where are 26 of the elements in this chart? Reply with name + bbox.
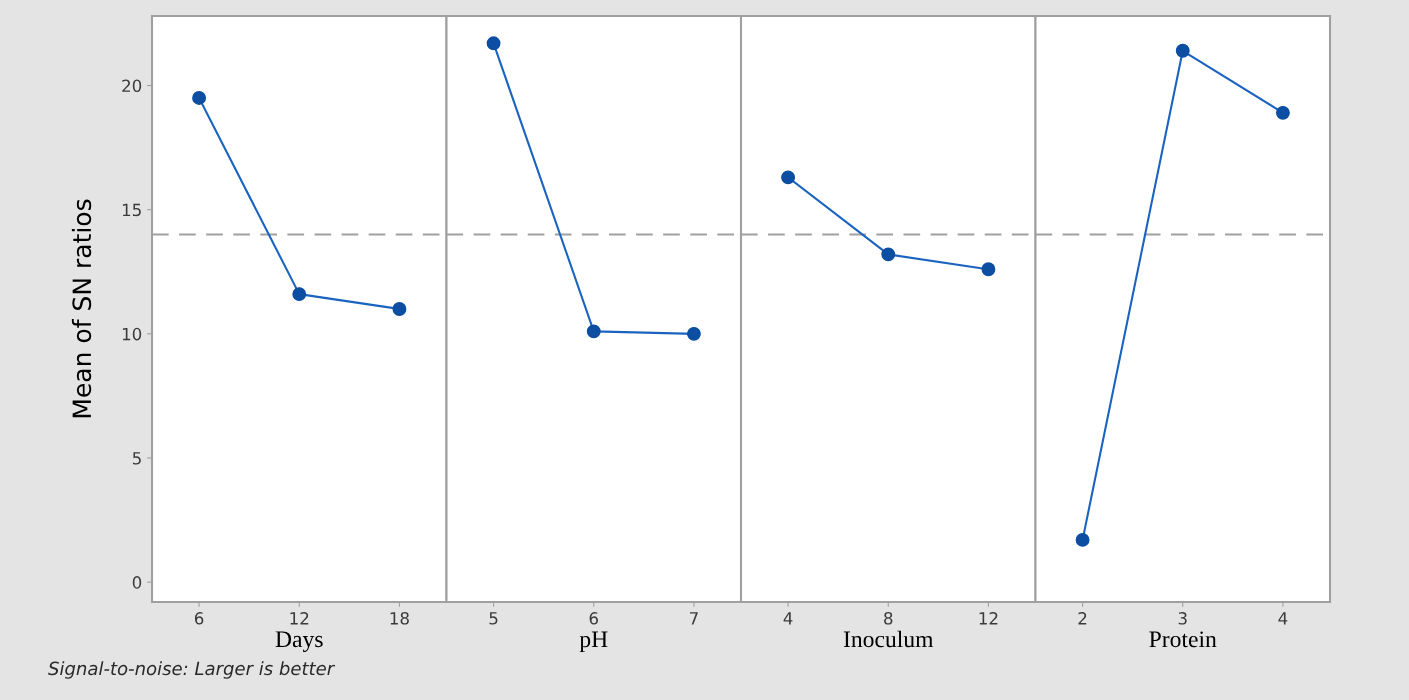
y-axis-title: Mean of SN ratios bbox=[71, 199, 92, 418]
x-tick-label: 2 bbox=[1078, 612, 1087, 625]
x-tick-label: 6 bbox=[194, 612, 204, 625]
y-tick-label: 10 bbox=[122, 327, 142, 341]
x-axis-title: pH bbox=[579, 631, 608, 653]
y-tick-label: 15 bbox=[122, 203, 141, 217]
x-tick-label: 12 bbox=[290, 612, 309, 625]
x-tick-label: 5 bbox=[489, 612, 498, 625]
point bbox=[392, 302, 407, 316]
x-tick-label: 8 bbox=[884, 612, 893, 625]
x-tick-label: 18 bbox=[390, 612, 409, 625]
x-tick-label: 4 bbox=[783, 612, 793, 625]
point bbox=[192, 90, 207, 105]
y-tick-label: 20 bbox=[122, 79, 142, 93]
x-axis-title: Inoculum bbox=[843, 630, 934, 648]
x-tick-label: 12 bbox=[979, 612, 998, 625]
x-tick-label: 6 bbox=[589, 612, 598, 625]
x-axis-title: Days bbox=[275, 631, 323, 653]
x-tick-label: 7 bbox=[689, 612, 698, 625]
y-tick-label: 5 bbox=[132, 452, 141, 465]
x-tick-label: 3 bbox=[1178, 612, 1187, 625]
y-tick-label: 0 bbox=[132, 576, 142, 589]
text: Signal-to-noise: Larger is better bbox=[48, 661, 336, 679]
point bbox=[292, 287, 307, 302]
x-tick-label: 4 bbox=[1278, 612, 1288, 625]
x-axis-title: Protein bbox=[1149, 631, 1217, 648]
